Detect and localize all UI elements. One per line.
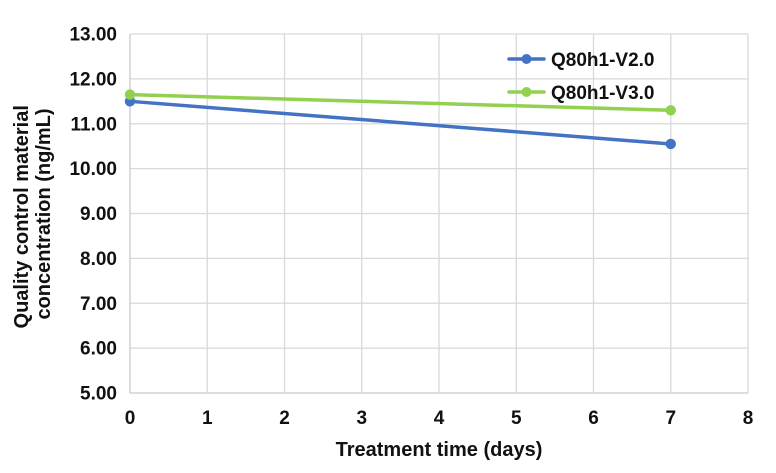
y-axis-title-line2: concentration (ng/mL): [33, 108, 55, 319]
x-tick-label: 7: [665, 408, 676, 429]
y-tick-label: 11.00: [71, 114, 118, 135]
y-tick-label: 10.00: [69, 159, 117, 180]
x-tick-label: 8: [743, 408, 754, 429]
legend: Q80h1-V2.0 Q80h1-V3.0: [507, 50, 655, 104]
y-tick-label: 5.00: [80, 384, 117, 405]
y-tick-label: 7.00: [80, 294, 117, 315]
y-axis-tick-labels: 5.00 6.00 7.00 8.00 9.00 10.00 11.00 12.00 13.00: [69, 25, 117, 405]
x-tick-label: 0: [125, 408, 136, 429]
series-layer: [124, 89, 676, 150]
gridlines: [129, 33, 749, 394]
y-tick-label: 12.00: [69, 69, 117, 90]
x-tick-label: 5: [511, 408, 522, 429]
legend-label: Q80h1-V2.0: [551, 50, 655, 71]
y-tick-label: 8.00: [80, 249, 117, 270]
x-tick-label: 3: [356, 408, 367, 429]
y-tick-label: 13.00: [69, 25, 117, 46]
series-line: [128, 92, 673, 113]
legend-item-q80h1-v2: Q80h1-V2.0: [507, 50, 655, 71]
x-tick-label: 1: [202, 408, 213, 429]
y-tick-label: 6.00: [80, 339, 117, 360]
legend-dot-marker: [521, 54, 532, 64]
legend-item-q80h1-v3: Q80h1-V3.0: [507, 83, 655, 104]
x-tick-label: 6: [588, 408, 599, 429]
x-axis-title: Treatment time (days): [336, 439, 543, 461]
data-point-marker: [665, 105, 676, 116]
y-tick-label: 9.00: [80, 204, 117, 225]
y-axis-title: Quality control material concentration (…: [11, 100, 55, 329]
x-tick-label: 4: [434, 408, 445, 429]
legend-dot-marker: [521, 87, 532, 97]
series-q80h1-v3.0: [124, 89, 676, 116]
series-line: [128, 99, 673, 146]
data-point-marker: [124, 89, 136, 100]
x-axis-tick-labels: 0 1 2 3 4 5 6 7 8: [125, 408, 754, 429]
y-axis-title-line1: Quality control material: [11, 105, 33, 328]
data-point-marker: [665, 138, 676, 150]
x-tick-label: 2: [279, 408, 290, 429]
legend-label: Q80h1-V3.0: [551, 83, 655, 104]
